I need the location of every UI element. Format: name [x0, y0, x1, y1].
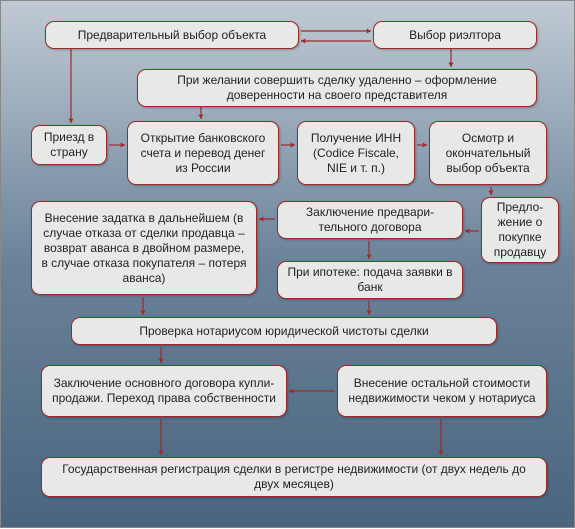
node-n9: Заключение предвари­тельного договора [277, 201, 463, 239]
node-n1: Предварительный выбор объекта [45, 21, 299, 49]
node-n6: Получение ИНН (Codice Fiscale, NIE и т. … [297, 121, 415, 185]
node-n2: Выбор риэлтора [373, 21, 537, 49]
node-n3: При желании совершить сделку удаленно – … [137, 69, 537, 107]
node-n7: Осмотр и окончательный выбор объекта [429, 121, 547, 185]
node-n14: Внесение остальной стоимости недвижимост… [337, 365, 547, 417]
node-n12: Проверка нотариусом юридической чистоты … [71, 317, 497, 345]
node-n15: Государственная регистрация сделки в рег… [41, 457, 547, 497]
node-n13: Заключение основного договора купли-прод… [41, 365, 287, 417]
node-n4: Приезд в страну [31, 125, 107, 165]
node-n5: Открытие банковского счета и перевод ден… [127, 121, 279, 185]
flowchart-canvas: Предварительный выбор объекта Выбор риэлт… [0, 0, 575, 528]
node-n10: Предло­жение о покупке продавцу [481, 197, 559, 263]
node-n11: При ипотеке: подача заявки в банк [277, 261, 463, 299]
node-n8: Внесение задатка в дальнейшем (в случае … [31, 201, 257, 295]
